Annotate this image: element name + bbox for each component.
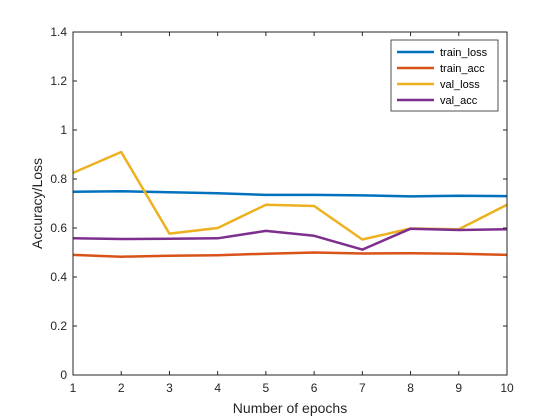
series-line-val-acc [72, 227, 508, 251]
legend: train_loss train_acc val_loss val_acc [390, 39, 499, 112]
x-tick-label: 4 [214, 381, 221, 395]
y-tick-label: 1.4 [50, 25, 67, 39]
y-tick-label: 1.2 [50, 74, 67, 88]
x-tick-label: 1 [70, 381, 77, 395]
legend-label-train-loss: train_loss [440, 47, 488, 59]
x-axis-label: Number of epochs [233, 400, 347, 416]
y-tick-label: 0 [60, 368, 67, 382]
x-tick-label: 2 [118, 381, 125, 395]
tick-layer: 1 2 3 4 5 6 7 8 9 10 0 0.2 0.4 0.6 0.8 1 1.2 1.4 [50, 25, 514, 395]
x-tick-label: 10 [500, 381, 514, 395]
x-tick-label: 9 [455, 381, 462, 395]
y-tick-label: 0.4 [50, 270, 67, 284]
series-layer [72, 150, 508, 258]
x-tick-label: 7 [359, 381, 366, 395]
series-line-train-acc [72, 251, 508, 258]
plot-frame [72, 31, 508, 376]
legend-label-train-acc: train_acc [440, 63, 485, 75]
x-tick-label: 3 [166, 381, 173, 395]
y-tick-label: 1 [60, 123, 67, 137]
y-tick-label: 0.6 [50, 221, 67, 235]
x-tick-label: 6 [311, 381, 318, 395]
legend-label-val-acc: val_acc [440, 95, 478, 107]
y-axis-label: Accuracy/Loss [29, 158, 45, 249]
x-tick-label: 8 [407, 381, 414, 395]
x-tick-label: 5 [263, 381, 270, 395]
y-tick-label: 0.2 [50, 319, 67, 333]
y-tick-label: 0.8 [50, 172, 67, 186]
legend-label-val-loss: val_loss [440, 79, 480, 91]
